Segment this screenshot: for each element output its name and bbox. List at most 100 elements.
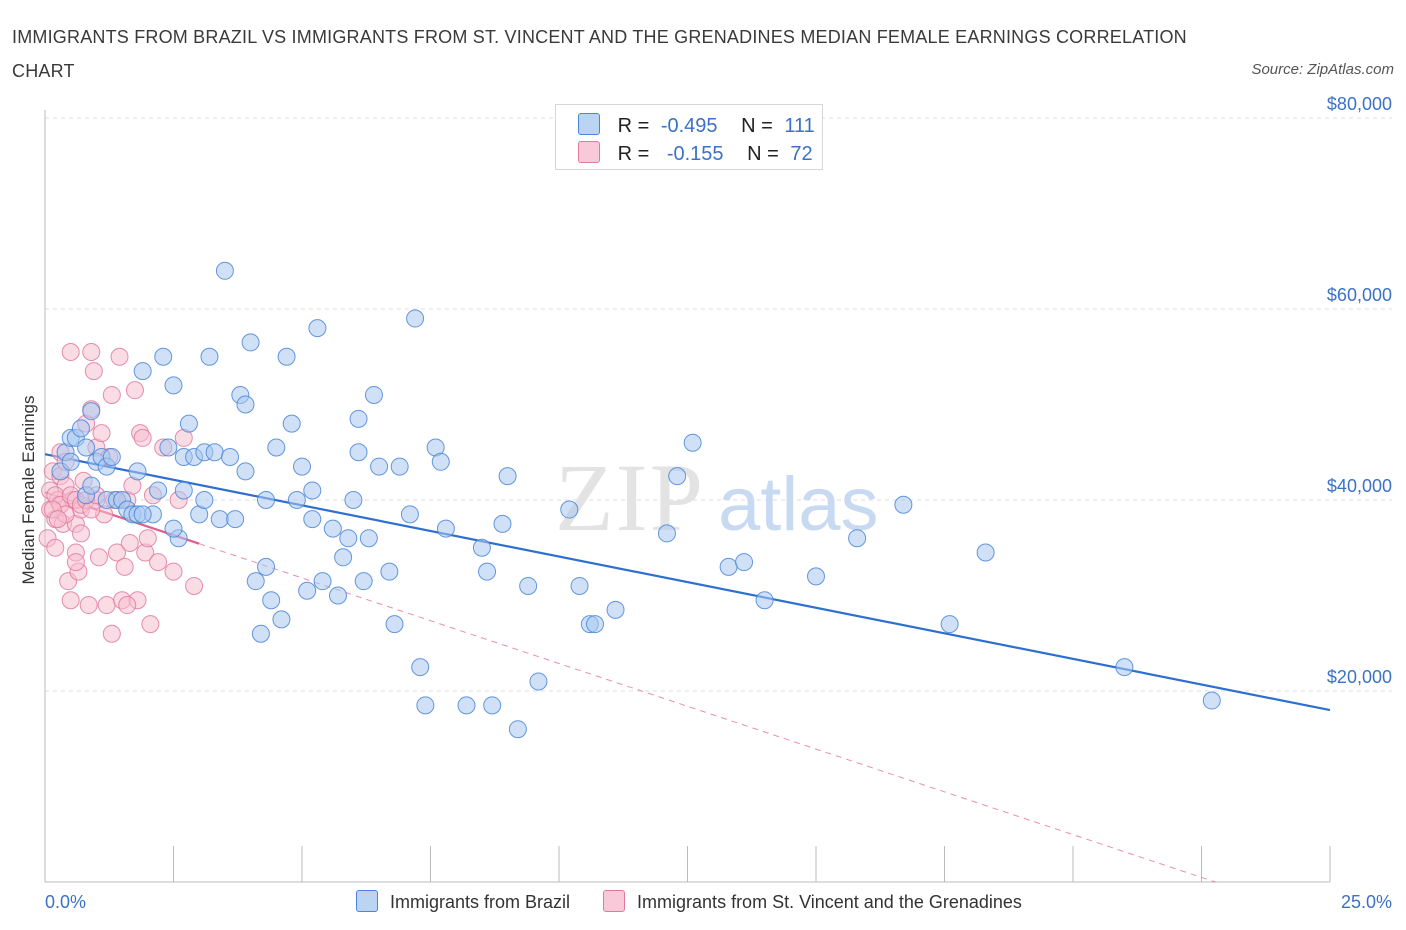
point-brazil <box>478 562 497 581</box>
point-brazil <box>529 672 548 691</box>
point-brazil <box>282 414 301 433</box>
point-st-vincent <box>66 553 85 572</box>
point-brazil <box>293 457 311 476</box>
point-brazil <box>940 615 959 634</box>
point-brazil <box>241 333 260 352</box>
point-brazil <box>133 505 152 524</box>
legend-item-st-vincent[interactable]: Immigrants from St. Vincent and the Gren… <box>603 890 1022 913</box>
point-brazil <box>200 347 219 366</box>
point-brazil <box>560 500 579 519</box>
series-blue-points <box>51 261 1221 739</box>
point-brazil <box>257 491 276 509</box>
y-axis-title: Median Female Earnings <box>19 396 38 585</box>
legend-swatch-blue <box>356 890 378 912</box>
stats-legend-row-svg: R = -0.155 N = 72 <box>578 141 813 165</box>
watermark-zip: ZIP <box>555 444 705 551</box>
point-brazil <box>174 481 193 500</box>
chart-title: IMMIGRANTS FROM BRAZIL VS IMMIGRANTS FRO… <box>12 27 1187 81</box>
series-legend: Immigrants from Brazil Immigrants from S… <box>356 890 1050 913</box>
point-brazil <box>82 402 101 421</box>
point-brazil <box>210 510 229 529</box>
axis-labels: $20,000 $40,000 $60,000 $80,000 0.0% 25.0% Med… <box>19 94 1392 912</box>
x-tick-label-min: 0.0% <box>45 892 86 912</box>
point-brazil <box>457 696 476 715</box>
point-brazil <box>71 419 90 438</box>
point-brazil <box>334 548 353 567</box>
point-brazil <box>385 615 404 634</box>
source-note: Source: ZipAtlas.com <box>1251 61 1394 78</box>
point-st-vincent <box>79 596 98 615</box>
n-value: 111 <box>784 115 815 137</box>
trend-line-st-vincent-dashed <box>199 543 1216 883</box>
point-brazil <box>380 562 399 581</box>
point-st-vincent <box>138 529 157 548</box>
point-st-vincent <box>110 347 129 366</box>
point-brazil <box>390 457 409 476</box>
point-st-vincent <box>89 548 108 567</box>
point-brazil <box>755 591 774 610</box>
r-label: R = <box>617 143 650 165</box>
point-st-vincent <box>46 538 65 557</box>
point-brazil <box>472 538 491 557</box>
point-st-vincent <box>164 562 183 581</box>
legend-label: Immigrants from Brazil <box>390 892 571 912</box>
point-brazil <box>236 462 255 481</box>
point-st-vincent <box>107 543 126 562</box>
point-brazil <box>133 362 152 381</box>
y-tick-label: $20,000 <box>1327 667 1392 687</box>
y-tick-label: $40,000 <box>1327 476 1392 496</box>
point-brazil <box>195 491 214 509</box>
point-brazil <box>359 529 378 548</box>
point-brazil <box>262 591 281 610</box>
n-label: N = <box>741 115 773 137</box>
point-brazil <box>570 576 589 595</box>
legend-swatch-pink <box>578 141 600 163</box>
point-st-vincent <box>92 424 111 443</box>
r-label: R = <box>617 115 650 137</box>
point-st-vincent <box>115 557 134 576</box>
point-brazil <box>519 576 538 595</box>
r-value: -0.155 <box>666 143 724 165</box>
point-brazil <box>154 347 173 366</box>
point-brazil <box>272 610 291 629</box>
point-brazil <box>323 519 342 538</box>
point-brazil <box>668 467 687 486</box>
point-brazil <box>483 696 502 715</box>
point-st-vincent <box>48 510 67 529</box>
n-label: N = <box>747 143 779 165</box>
point-st-vincent <box>141 615 160 634</box>
point-brazil <box>164 376 183 395</box>
point-brazil <box>236 395 255 414</box>
point-brazil <box>303 481 322 500</box>
point-brazil <box>257 557 276 576</box>
point-st-vincent <box>84 362 103 381</box>
stats-legend-row-brazil: R = -0.495 N = 111 <box>578 113 815 137</box>
point-st-vincent <box>149 553 168 572</box>
point-st-vincent <box>61 591 80 610</box>
point-brazil <box>364 385 383 404</box>
point-brazil <box>683 433 702 452</box>
point-brazil <box>400 505 419 524</box>
point-brazil <box>179 414 198 433</box>
point-brazil <box>328 586 347 605</box>
point-brazil <box>102 448 121 467</box>
stats-legend: R = -0.495 N = 111 R = -0.155 N = 72 <box>555 104 823 170</box>
point-st-vincent <box>125 381 144 400</box>
point-brazil <box>82 476 101 495</box>
y-tick-label: $80,000 <box>1327 94 1392 114</box>
point-brazil <box>349 443 368 462</box>
point-brazil <box>77 438 96 457</box>
point-brazil <box>298 581 317 600</box>
point-brazil <box>246 572 265 591</box>
point-st-vincent <box>102 624 121 643</box>
point-st-vincent <box>97 596 116 615</box>
y-tick-label: $60,000 <box>1327 285 1392 305</box>
point-st-vincent <box>133 428 152 447</box>
point-brazil <box>657 524 676 543</box>
n-value: 72 <box>790 143 813 165</box>
point-brazil <box>406 309 425 328</box>
legend-item-brazil[interactable]: Immigrants from Brazil <box>356 890 570 913</box>
point-brazil <box>807 567 825 586</box>
x-tick-label-max: 25.0% <box>1341 892 1392 912</box>
